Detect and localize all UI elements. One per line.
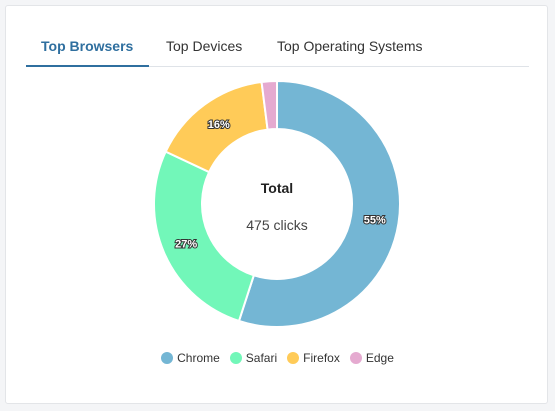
legend-item-chrome[interactable]: Chrome <box>161 351 220 365</box>
legend-swatch-edge <box>349 352 362 364</box>
tab-bar: Top Browsers Top Devices Top Operating S… <box>26 26 529 67</box>
legend-label-chrome: Chrome <box>177 351 220 365</box>
slice-chrome[interactable] <box>237 79 401 328</box>
slice-label-firefox: 16% <box>208 119 230 131</box>
center-value: 475 clicks <box>246 217 307 233</box>
tab-top-operating-systems[interactable]: Top Operating Systems <box>277 38 423 54</box>
legend-label-safari: Safari <box>245 351 278 365</box>
slice-label-chrome: 55% <box>364 214 386 226</box>
slice-edge[interactable] <box>260 79 278 131</box>
tab-top-browsers[interactable]: Top Browsers <box>26 26 149 67</box>
slice-safari[interactable] <box>153 150 256 323</box>
legend-swatch-firefox <box>287 352 300 364</box>
legend-item-edge[interactable]: Edge <box>349 351 394 365</box>
chart-card: Top Browsers Top Devices Top Operating S… <box>5 5 548 404</box>
center-title: Total <box>261 180 293 196</box>
legend-swatch-safari <box>229 352 242 364</box>
legend-swatch-chrome <box>161 352 174 364</box>
legend-label-edge: Edge <box>365 351 394 365</box>
tab-top-devices[interactable]: Top Devices <box>166 38 243 54</box>
legend-item-safari[interactable]: Safari <box>229 351 278 365</box>
slice-label-safari: 27% <box>175 238 197 250</box>
chart-legend: Chrome Safari Firefox Edge <box>0 348 555 368</box>
legend-label-firefox: Firefox <box>303 351 340 365</box>
legend-item-firefox[interactable]: Firefox <box>287 351 340 365</box>
